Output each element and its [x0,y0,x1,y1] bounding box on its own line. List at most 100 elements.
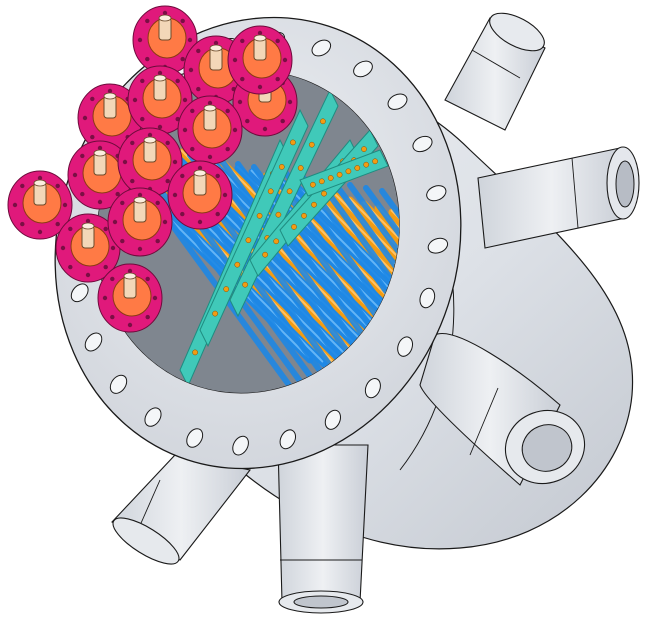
heater-flange-array [7,5,298,333]
bolt-hole [364,377,381,399]
heater-flange-bolt [68,264,73,270]
tube [347,182,441,433]
heater-terminal-cap [123,272,137,280]
heater-flange [7,170,73,240]
heater-flange-bolt [257,84,263,90]
heater-flange-bolt [232,57,238,63]
baffle-hole [273,238,280,245]
heater-flange-bolt [140,78,145,84]
baffle-hole [192,349,198,356]
heater-terminal-cap [81,222,95,230]
nozzle-bottom-left [111,454,251,565]
heater-terminal-cap [193,169,207,177]
baffle-hole [291,224,297,230]
baffle-hole [290,139,296,146]
heater-flange-bolt [172,192,178,198]
heater-flange-bolt [213,40,219,46]
heater-flange-bolt [180,56,185,62]
heater-flange-bolt [162,219,168,225]
baffle-hole [354,165,361,171]
baffle-hole [308,141,315,148]
heater-flange-bolt [157,70,163,76]
heater-flange-bolt [196,48,201,54]
baffle-hole [242,281,248,288]
baffle-hole [262,251,268,258]
heater-terminal-cap [253,34,267,42]
heater-flange-bolt [137,192,143,198]
heater-flange-bolt [82,115,88,121]
heater-flange-bolt [222,192,228,198]
bolt-hole [427,237,449,254]
heater-flange-bolt [147,132,153,138]
heater-flange-bolt [120,238,125,244]
heater-terminal-cap [158,14,172,22]
nozzle-bottom [277,444,369,614]
heater-flange-bolt [12,202,18,208]
bolt-hole [109,374,128,394]
heater-flange-bolt [190,146,195,152]
heater-flange-bolt [103,226,108,232]
bolt-hole [70,283,89,303]
heater-flange-bolt [80,153,85,159]
bolt-hole [144,407,162,427]
heater-flange-bolt [55,221,60,227]
heater-flange-bolt [188,67,194,73]
bolt-hole [353,60,373,78]
baffle-hole [275,211,282,218]
heater-flange-bolt [240,76,245,82]
bolt-hole [84,332,103,352]
baffle-hole [286,188,293,195]
tube [363,185,441,433]
baffle-hole [345,168,352,175]
nozzle-top [444,12,546,131]
nozzle-right-lower [419,333,586,486]
baffle-hole [278,164,285,170]
baffle-hole [321,190,327,197]
baffle-hole [212,310,218,317]
heater-flange-bolt [287,99,293,105]
heater-flange-bolt [37,229,43,235]
heater-flange-bolt [165,140,170,146]
heater-flange-bolt [115,191,120,197]
heater-flange-bolt [55,183,60,189]
heater-flange [107,187,173,257]
heater-flange-bolt [110,276,115,282]
heater-flange-bolt [137,37,143,43]
bolt-hole [397,336,414,357]
baffle-hole [311,201,317,208]
heater-flange-bolt [62,202,68,208]
heater-flange-bolt [130,178,135,184]
heater-flange-bolt [20,183,25,189]
heater-flange [97,263,163,333]
heater-flange-bolt [262,126,268,132]
heater-flange-bolt [225,108,230,114]
heater-flange-bolt [122,159,128,165]
bolt-hole [419,287,436,309]
tube-highlight [320,189,441,431]
baffle-hole [234,261,241,268]
heater-flange-bolt [157,124,163,130]
baffle-hole [327,175,334,181]
heater-flange-bolt [215,173,220,179]
heater-flange-bolt [90,134,95,140]
heater-terminal-cap [103,92,117,100]
heater-flange-bolt [175,78,180,84]
baffle-hole [267,188,274,195]
baffle-hole [372,158,378,165]
heater-flange-bolt [172,159,178,165]
heater-flange-bolt [103,264,108,270]
heater-flange-bolt [145,56,150,62]
heater-terminal-cap [143,136,157,144]
baffle-hole [297,165,304,171]
heater-flange-bolt [165,178,170,184]
heater-flange-bolt [190,108,195,114]
heater-flange-bolt [137,246,143,252]
baffle-hole [361,146,367,152]
heater-flange-bolt [120,200,125,206]
bolt-hole [324,409,342,430]
heater-flange-bolt [197,219,203,225]
heater-flange-bolt [102,295,108,301]
heater-flange-bolt [182,97,188,103]
